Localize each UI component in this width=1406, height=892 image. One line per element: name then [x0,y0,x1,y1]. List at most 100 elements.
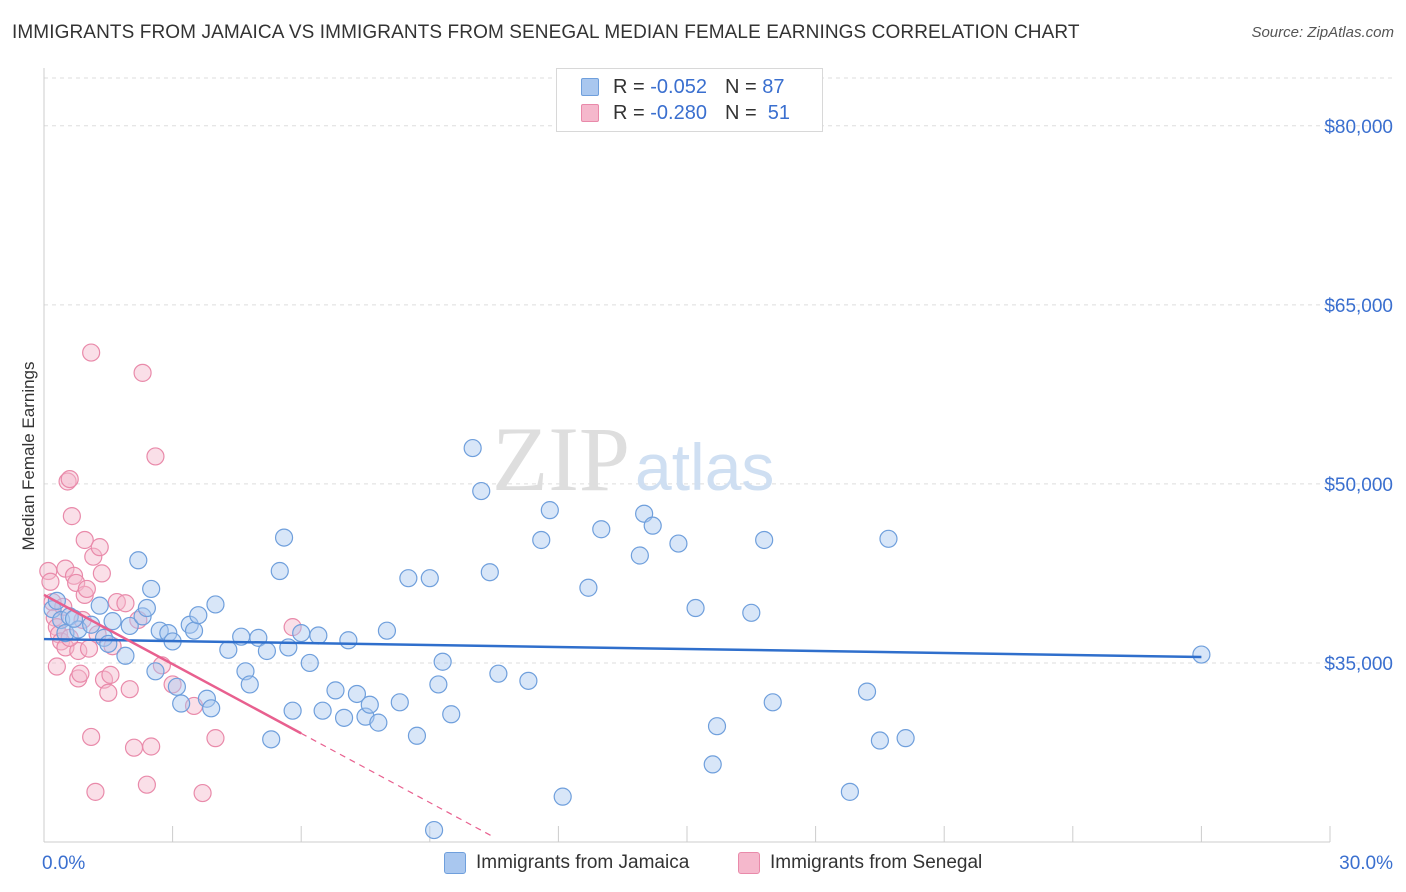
jamaica-point [433,652,452,671]
senegal-point [99,683,118,702]
jamaica-point [463,438,482,458]
jamaica-point [219,640,238,659]
jamaica-point [172,694,191,713]
jamaica-point [896,729,915,748]
senegal-point [133,363,152,382]
senegal-point [137,775,156,794]
jamaica-point [120,616,139,636]
jamaica-point [707,717,727,736]
jamaica-point [326,681,345,700]
y-axis-label: Median Female Earnings [19,362,38,551]
senegal-point [120,680,139,699]
jamaica-point [857,682,877,701]
jamaica-point [540,501,559,520]
jamaica-point [763,693,782,712]
watermark: ZIP atlas [492,408,774,510]
jamaica-point [240,675,259,694]
jamaica-points [43,438,1211,840]
jamaica-point [553,787,572,806]
gridlines [44,77,1392,664]
senegal-point [146,447,165,466]
senegal-point [82,727,101,747]
jamaica-point [630,546,649,565]
jamaica-point [532,530,551,550]
jamaica-point [489,664,508,683]
legend-row-senegal: R = -0.280 N = 51 [581,99,790,127]
series-legend: Immigrants from Jamaica Immigrants from … [0,852,1406,878]
legend-label: Immigrants from Jamaica [476,852,690,873]
jamaica-point [142,579,161,599]
senegal-point [69,641,88,661]
jamaica-point [270,561,289,581]
jamaica-point [116,646,135,665]
watermark-zip: ZIP [492,408,630,510]
jamaica-point [703,755,722,774]
jamaica-point [309,626,328,645]
jamaica-point [133,607,152,626]
senegal-swatch [581,104,599,122]
senegal-trend-line [43,593,302,735]
trend-lines [43,593,1202,838]
chart-title: IMMIGRANTS FROM JAMAICA VS IMMIGRANTS FR… [12,22,1080,43]
y-tick-label: $80,000 [1324,117,1393,138]
legend-item-senegal[interactable]: Immigrants from Senegal [738,852,982,874]
jamaica-point [592,520,611,539]
x-tick-label: 0.0% [42,853,85,874]
r-label: R = [613,101,645,124]
r-value: -0.280 [650,101,707,124]
legend-item-jamaica[interactable]: Immigrants from Jamaica [444,852,689,874]
senegal-point [71,664,90,683]
senegal-swatch [738,852,760,874]
jamaica-swatch [581,78,599,96]
jamaica-point [206,595,225,614]
jamaica-point [279,638,298,657]
jamaica-point [407,726,427,745]
jamaica-point [429,675,448,694]
jamaica-point [137,598,156,618]
legend-row-jamaica: R = -0.052 N = 87 [581,73,784,101]
jamaica-point [579,578,598,597]
jamaica-point [669,534,688,553]
senegal-point [41,572,60,591]
jamaica-point [283,701,302,720]
jamaica-point [840,782,859,801]
jamaica-point [197,689,216,708]
senegal-point [206,729,225,748]
jamaica-point [870,731,890,750]
jamaica-point [64,609,84,628]
senegal-trend-extension [300,732,495,838]
jamaica-point [99,634,118,653]
jamaica-point [879,529,898,548]
jamaica-point [300,653,319,673]
jamaica-point [292,623,311,643]
jamaica-point [167,677,186,696]
jamaica-point [274,528,294,547]
senegal-points [39,343,302,803]
jamaica-point [519,671,538,690]
jamaica-point [755,530,774,550]
senegal-point [77,579,96,599]
jamaica-point [424,820,444,840]
jamaica-point [742,603,761,622]
correlation-legend: R = -0.052 N = 87 R = -0.280 N = 51 [556,68,823,132]
jamaica-point [146,662,165,681]
jamaica-point [399,569,418,588]
r-label: R = [613,75,645,98]
jamaica-point [184,621,204,640]
legend-label: Immigrants from Senegal [770,852,983,873]
jamaica-point [643,516,662,535]
senegal-point [47,657,66,676]
jamaica-point [390,693,409,712]
senegal-point [101,665,120,684]
tick-labels: $35,000 $50,000 $65,000 $80,000 0.0% 30.0% [42,117,1393,874]
watermark-atlas: atlas [635,430,774,504]
jamaica-point [369,713,388,732]
senegal-point [84,547,103,566]
jamaica-point [360,695,379,714]
senegal-point [116,594,135,613]
senegal-point [75,530,94,550]
y-tick-label: $65,000 [1324,296,1393,317]
jamaica-point [334,708,354,727]
senegal-point [62,507,81,526]
